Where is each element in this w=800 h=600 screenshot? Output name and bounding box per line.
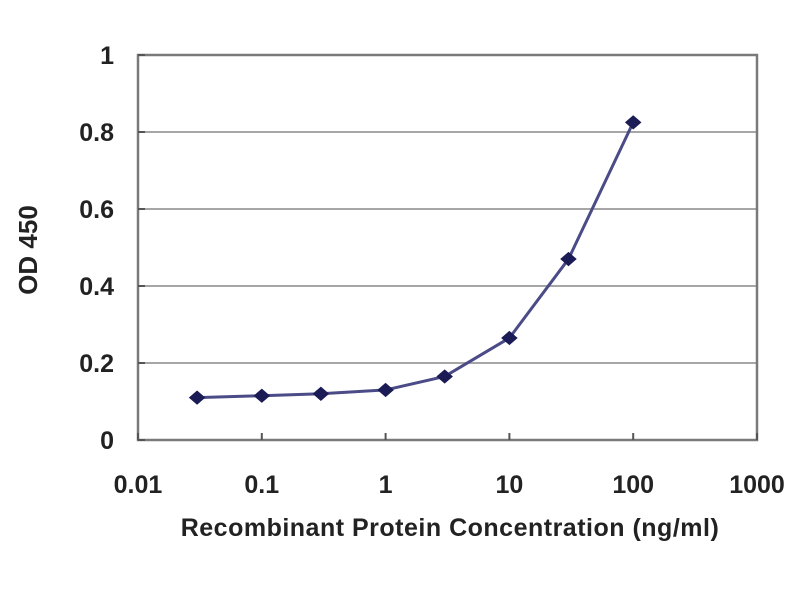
x-tick-label-10: 10 (495, 471, 523, 499)
y-tick-label-0.4: 0.4 (79, 273, 114, 301)
plot-area (138, 55, 757, 440)
data-point-0.3 (312, 386, 330, 401)
x-tick-label-0.1: 0.1 (244, 471, 279, 499)
data-point-1 (377, 382, 394, 398)
data-point-30 (560, 251, 577, 267)
data-point-3 (436, 369, 453, 384)
data-line (197, 121, 635, 400)
x-axis-title: Recombinant Protein Concentration (ng/ml… (180, 514, 720, 542)
x-tick-label-1000: 1000 (729, 471, 785, 499)
y-tick-label-0.6: 0.6 (79, 196, 114, 224)
data-point-10 (501, 330, 518, 346)
x-tick-label-1: 1 (379, 471, 393, 499)
y-axis-title: OD 450 (13, 205, 43, 295)
x-tick-label-0.01: 0.01 (114, 471, 163, 499)
x-tick-label-100: 100 (612, 471, 654, 499)
plot-border (136, 53, 759, 442)
data-point-100 (624, 115, 642, 130)
y-tick-label-0.2: 0.2 (79, 350, 114, 378)
data-point-0.1 (253, 388, 271, 403)
y-tick-label-0.8: 0.8 (79, 119, 114, 147)
y-tick-label-0: 0 (100, 427, 114, 455)
data-point-0.03 (188, 390, 206, 405)
y-tick-label-1: 1 (100, 42, 114, 70)
